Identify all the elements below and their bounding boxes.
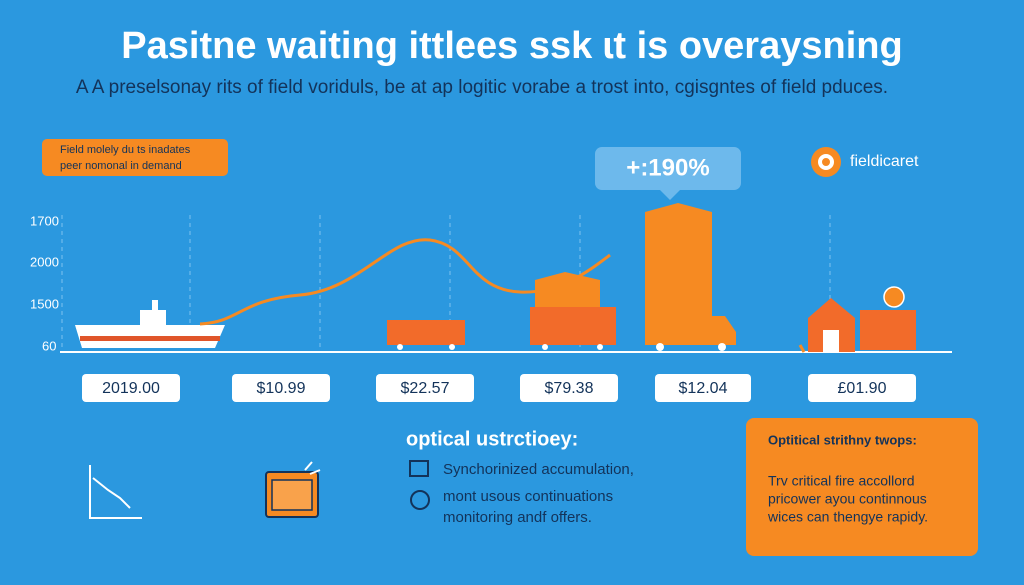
panel-body: Trv critical fire accollord [768,473,915,489]
axis-label: 1500 [30,296,59,311]
strategy-item: monitoring andf offers. [443,509,592,526]
brand-logo-mark [818,154,834,170]
tall-bar [645,203,736,351]
panel-title: Optitical strithny twops: [768,432,917,447]
container-stack [530,272,616,350]
callout-box [595,147,741,190]
chart-icon [89,465,142,519]
subtitle: A A preselsonay rits of field voriduls, … [76,77,888,98]
callout-pointer [660,190,680,200]
price-label: $12.04 [679,380,728,397]
badge [42,139,228,176]
strategy-title: optical ustrctioey: [406,428,578,450]
title: Pasitne waiting ittlees ssk ɩt is overay… [121,25,902,67]
brand-logo [811,147,841,177]
price-label: $10.99 [257,380,306,397]
panel [746,418,978,556]
container-right [860,286,916,350]
axis-label: 60 [42,338,56,353]
strategy-item: Synchorinized accumulation, [443,461,634,478]
axis-label: 2000 [30,254,59,269]
price-boxes [82,374,916,402]
badge-line: peer nomonal in demand [60,160,182,172]
panel-body: pricower ayou continnous [768,491,927,507]
price-label: $79.38 [545,380,594,397]
price-label: £01.90 [838,380,887,397]
brand-name: fieldicaret [850,153,919,170]
panel-body: wices can thengye rapidy. [767,509,928,525]
price-label: $22.57 [401,380,450,397]
axis-label: 1700 [30,213,59,228]
price-label: 2019.00 [102,380,160,397]
house [798,298,855,353]
ship [75,300,225,348]
strategy-item: mont usous continuations [443,488,613,505]
callout-text: +:190% [626,154,709,181]
badge-line: Field molely du ts inadates [60,144,191,156]
folder-icon [265,461,321,518]
container [387,320,465,350]
item-icon [409,460,429,477]
item-icon [410,490,430,510]
